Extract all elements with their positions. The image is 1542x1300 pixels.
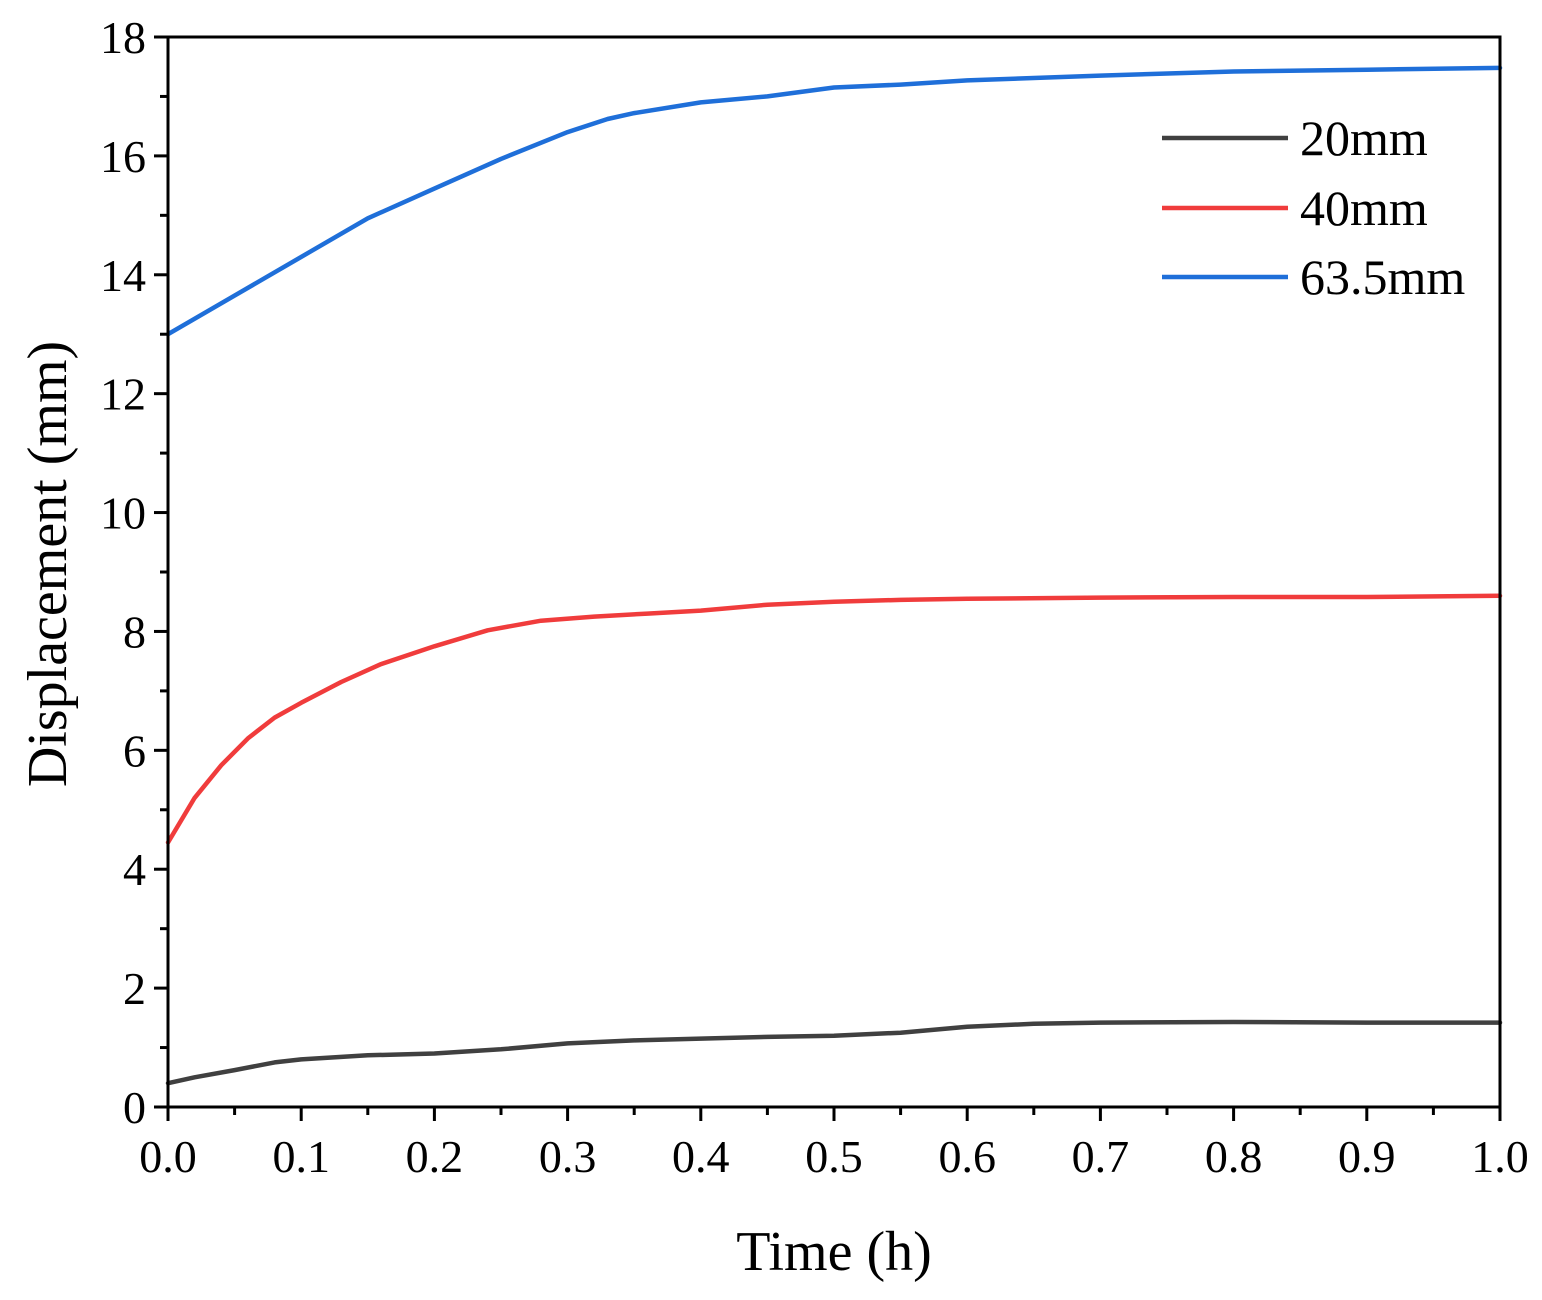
- axis-ticks: [154, 35, 1502, 1121]
- y-tick-label: 14: [100, 250, 146, 301]
- series-line-40mm: [165, 593, 1503, 845]
- x-tick-label: 0.0: [139, 1131, 197, 1182]
- x-tick-label: 0.2: [406, 1131, 464, 1182]
- x-tick-label: 0.5: [805, 1131, 863, 1182]
- y-tick-label: 0: [123, 1082, 146, 1133]
- legend-label-63.5mm: 63.5mm: [1300, 249, 1465, 305]
- x-tick-label: 0.3: [539, 1131, 597, 1182]
- x-tick-label: 0.8: [1205, 1131, 1263, 1182]
- y-tick-label: 12: [100, 369, 146, 420]
- legend: 20mm 40mm 63.5mm: [1162, 110, 1465, 305]
- y-tick-label: 10: [100, 488, 146, 539]
- x-tick-label: 0.7: [1072, 1131, 1130, 1182]
- y-tick-label: 6: [123, 725, 146, 776]
- y-axis-title: Displacement (mm): [17, 341, 79, 787]
- y-tick-label: 18: [100, 12, 146, 63]
- x-axis-title: Time (h): [736, 1221, 932, 1283]
- legend-label-40mm: 40mm: [1300, 180, 1428, 236]
- series-line-63.5mm: [165, 65, 1503, 337]
- series-line-20mm: [165, 1019, 1503, 1086]
- y-tick-labels: 0 2 4 6 8 10 12 14 16 18: [100, 12, 146, 1133]
- y-tick-label: 2: [123, 963, 146, 1014]
- legend-label-20mm: 20mm: [1300, 110, 1428, 166]
- y-tick-label: 4: [123, 844, 146, 895]
- x-tick-label: 0.1: [272, 1131, 330, 1182]
- series-layer: [165, 65, 1503, 1086]
- x-tick-labels: 0.0 0.1 0.2 0.3 0.4 0.5 0.6 0.7 0.8 0.9 1.0: [139, 1131, 1529, 1182]
- y-tick-label: 8: [123, 606, 146, 657]
- x-tick-label: 1.0: [1471, 1131, 1529, 1182]
- x-tick-label: 0.6: [938, 1131, 996, 1182]
- x-tick-label: 0.4: [672, 1131, 730, 1182]
- y-tick-label: 16: [100, 131, 146, 182]
- x-tick-label: 0.9: [1338, 1131, 1396, 1182]
